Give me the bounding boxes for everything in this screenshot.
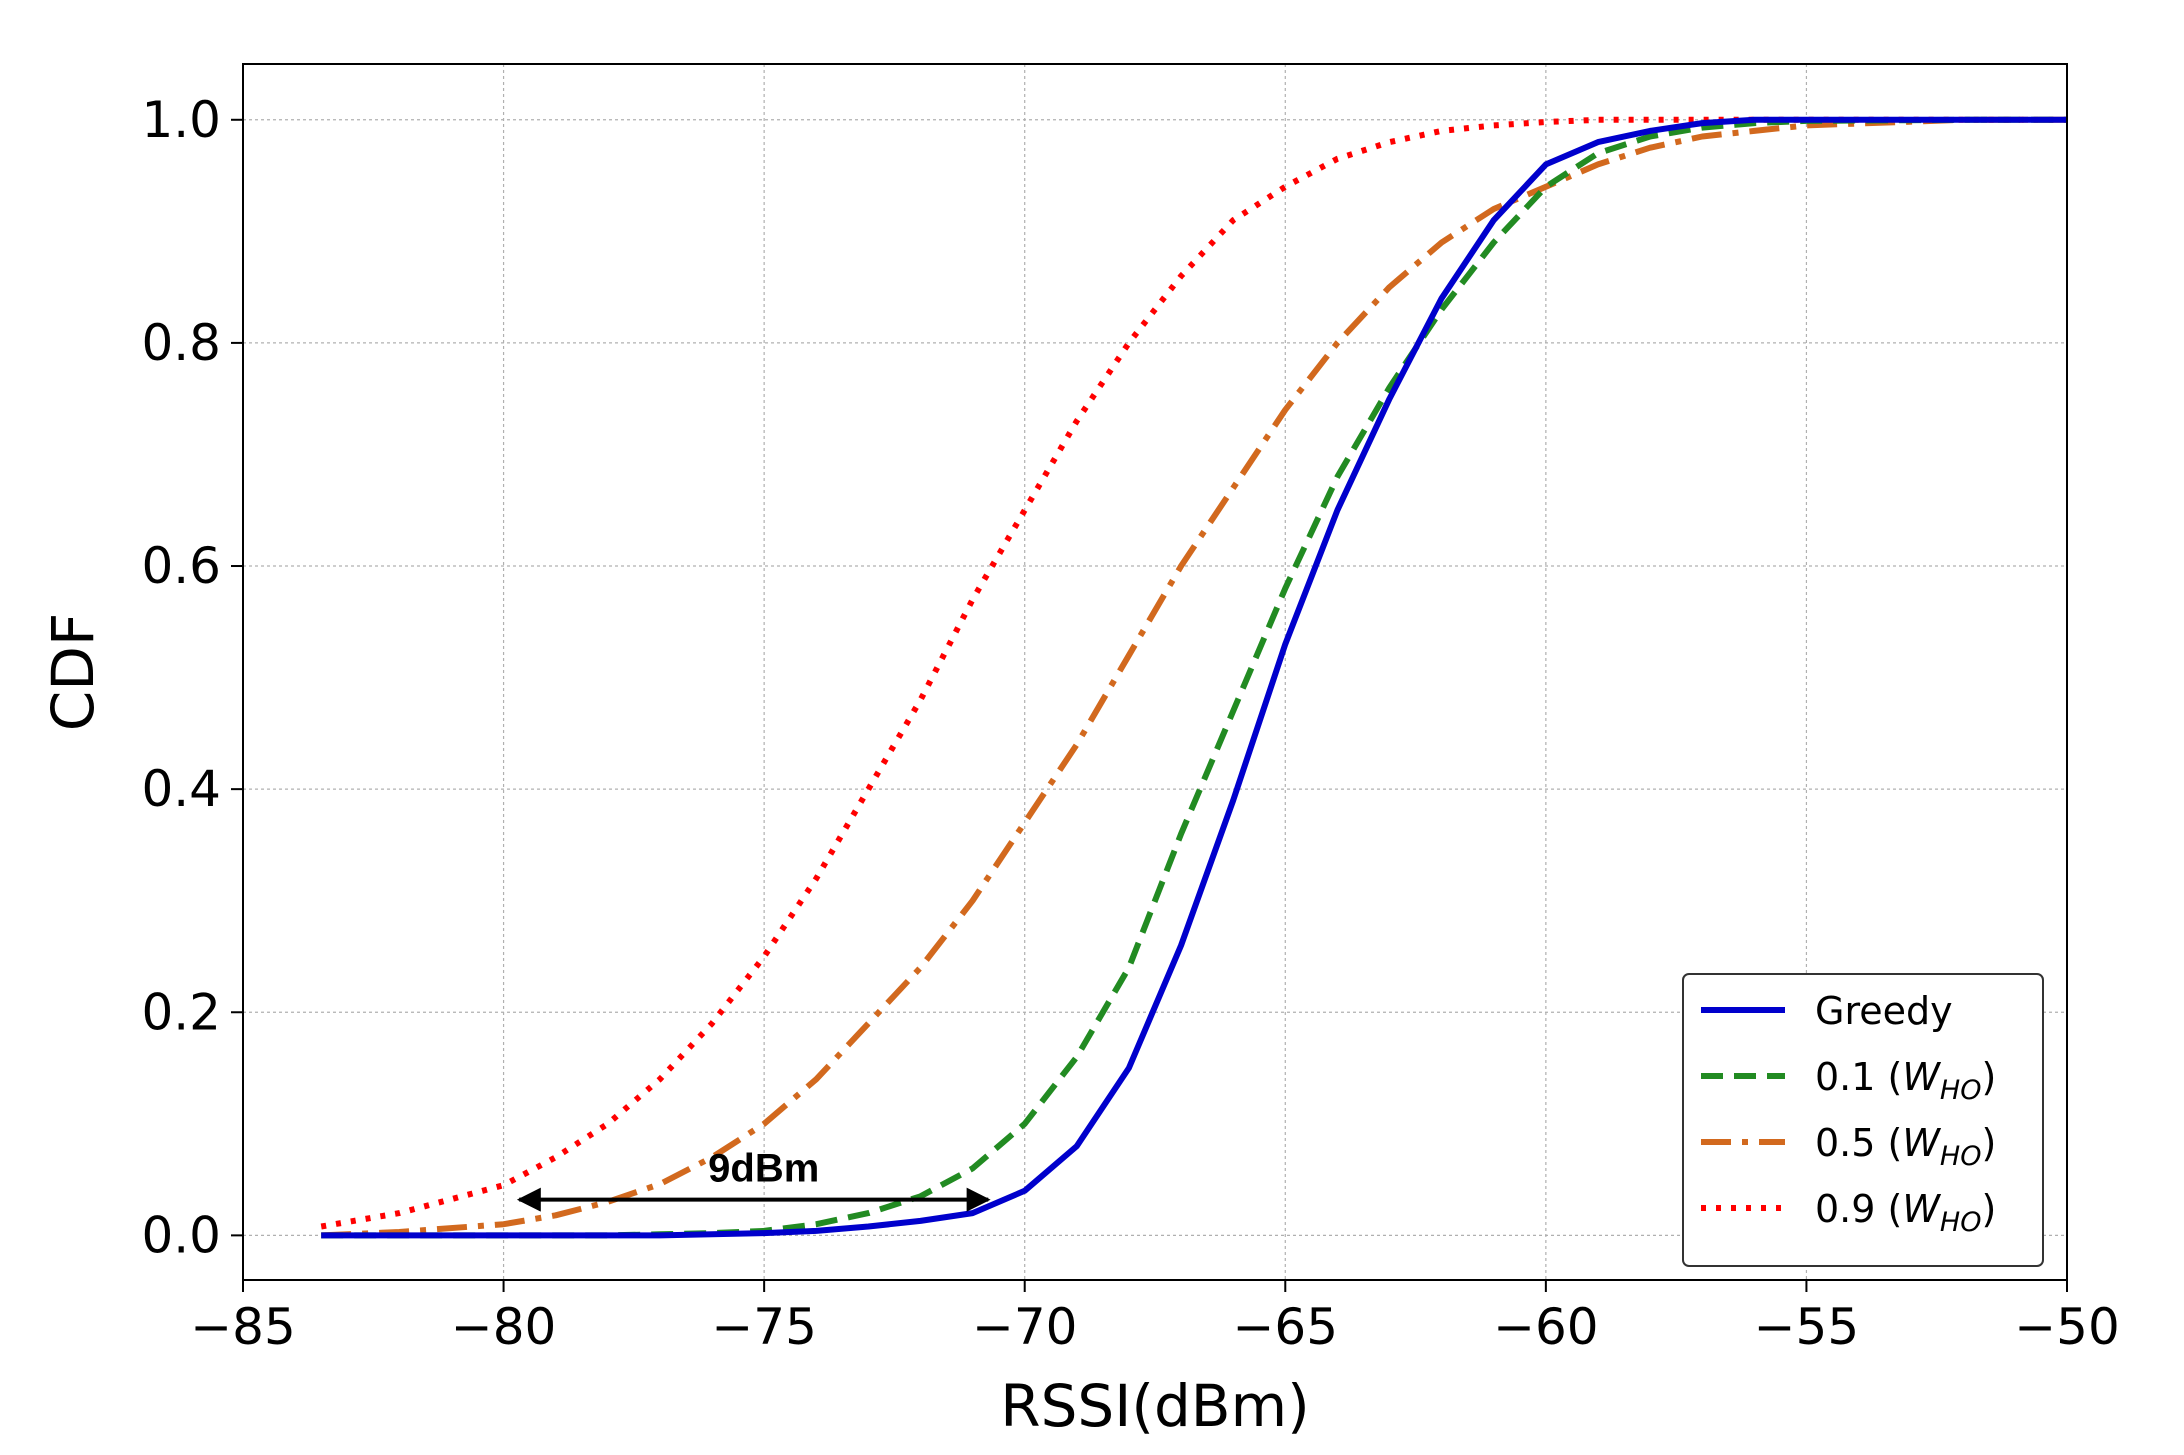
series-line-dotted	[320, 116, 2067, 1230]
series-group	[320, 116, 2067, 1239]
annotation-group: 9dBm	[516, 1147, 991, 1212]
plot-area-frame	[242, 63, 2068, 1281]
x-tick-label: −80	[451, 1298, 557, 1356]
legend-label: Greedy	[1815, 989, 1953, 1033]
y-tick-label: 0.2	[141, 983, 221, 1041]
x-tick-label: −85	[190, 1298, 296, 1356]
x-tick-label: −75	[711, 1298, 817, 1356]
axis-ticks: −85 −80 −75 −70 −65 −60 −55 −50 0.0 0.2 0.4 0.6 0.8 1…	[141, 91, 2119, 1356]
annotation-label: 9dBm	[708, 1147, 819, 1191]
y-axis-label: CDF	[39, 613, 107, 732]
x-tick-label: −50	[2014, 1298, 2120, 1356]
x-tick-label: −65	[1233, 1298, 1339, 1356]
series-line-solid	[321, 116, 2067, 1239]
x-tick-label: −60	[1493, 1298, 1599, 1356]
y-tick-label: 0.6	[141, 537, 221, 595]
y-tick-label: 1.0	[141, 91, 221, 149]
y-tick-label: 0.4	[141, 760, 221, 818]
x-tick-label: −55	[1754, 1298, 1860, 1356]
series-line-dashdot	[321, 116, 2067, 1239]
x-tick-label: −70	[972, 1298, 1078, 1356]
y-tick-label: 0.8	[141, 314, 221, 372]
legend-label: 0.5 (WHO)	[1815, 1121, 1996, 1172]
x-axis-label: RSSI(dBm)	[1000, 1372, 1309, 1440]
legend-box	[1682, 973, 2044, 1267]
y-tick-label: 0.0	[141, 1206, 221, 1264]
